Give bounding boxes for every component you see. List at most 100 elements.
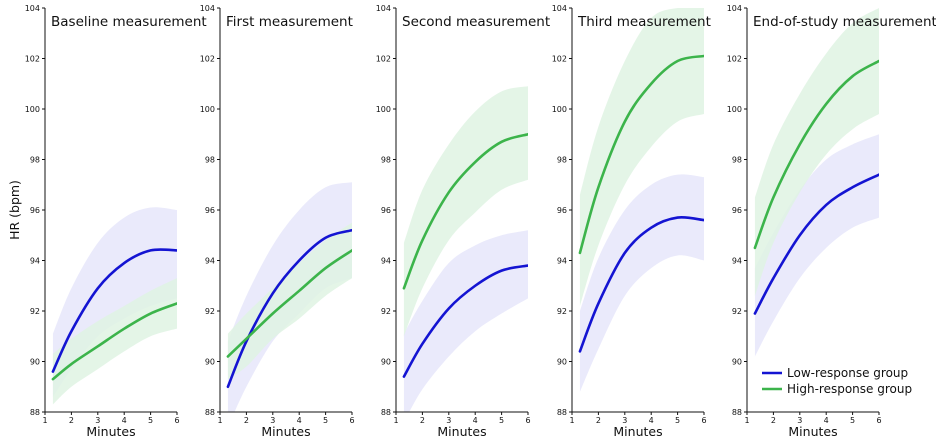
- x-tick-label: 3: [622, 416, 627, 425]
- x-tick-label: 4: [824, 416, 829, 425]
- series-line-high-response: [753, 59, 879, 250]
- x-tick-label: 2: [420, 416, 425, 425]
- confidence-band-high-response: [52, 278, 177, 405]
- x-axis-label: Minutes: [86, 424, 135, 439]
- y-tick-label: 100: [376, 105, 391, 114]
- y-tick-label: 100: [727, 105, 742, 114]
- x-tick-label: 4: [473, 416, 478, 425]
- series-line-high-response: [578, 54, 704, 255]
- panel-title: Baseline measurement: [51, 14, 207, 30]
- x-tick-label: 4: [297, 416, 302, 425]
- y-tick-label: 88: [205, 408, 215, 417]
- series-line-high-response: [402, 132, 528, 290]
- y-tick-label: 98: [381, 156, 391, 165]
- series-line-low-response: [51, 248, 177, 373]
- x-tick-label: 6: [701, 416, 706, 425]
- panel-3: 88 90 92 94 96 98 100 102 104 1 2 3 4 5 6 Second measur…: [376, 4, 550, 439]
- y-tick-label: 100: [552, 105, 567, 114]
- confidence-band-low-response: [579, 174, 704, 392]
- x-tick-label: 3: [95, 416, 100, 425]
- confidence-band-high-response: [579, 8, 704, 306]
- y-tick-label: 102: [25, 55, 40, 64]
- x-tick-label: 1: [393, 416, 398, 425]
- confidence-band-high-response: [227, 222, 352, 380]
- y-tick-label: 96: [205, 206, 215, 215]
- y-tick-label: 104: [727, 4, 742, 13]
- x-tick-label: 5: [148, 416, 153, 425]
- panel-2: 88 90 92 94 96 98 100 102 104 1 2 3 4 5 6 First measure…: [200, 4, 355, 439]
- y-tick-label: 104: [552, 4, 567, 13]
- confidence-band-high-response: [403, 86, 528, 337]
- panel-title: Third measurement: [577, 14, 711, 30]
- x-tick-label: 5: [323, 416, 328, 425]
- x-tick-label: 6: [174, 416, 179, 425]
- series-line-high-response: [51, 302, 177, 381]
- x-tick-label: 2: [596, 416, 601, 425]
- y-tick-label: 96: [557, 206, 567, 215]
- y-tick-label: 94: [557, 257, 567, 266]
- y-tick-label: 104: [376, 4, 391, 13]
- x-axis-label: Minutes: [788, 424, 837, 439]
- y-tick-label: 102: [727, 55, 742, 64]
- x-tick-label: 6: [349, 416, 354, 425]
- panel-5: 88 90 92 94 96 98 100 102 104 1 2 3 4 5 6 End-of-study …: [727, 4, 936, 439]
- x-tick-label: 4: [649, 416, 654, 425]
- x-tick-label: 3: [446, 416, 451, 425]
- x-tick-label: 5: [850, 416, 855, 425]
- y-tick-label: 92: [205, 307, 215, 316]
- x-axis-label: Minutes: [613, 424, 662, 439]
- y-tick-label: 94: [381, 257, 391, 266]
- x-tick-label: 5: [675, 416, 680, 425]
- y-tick-label: 90: [732, 358, 742, 367]
- y-tick-label: 88: [732, 408, 742, 417]
- panel-title: Second measurement: [402, 14, 550, 30]
- series-line-low-response: [578, 215, 704, 353]
- legend: Low-response group High-response group: [762, 366, 912, 396]
- y-tick-label: 90: [557, 358, 567, 367]
- panel-title: First measurement: [226, 14, 353, 30]
- x-tick-label: 1: [569, 416, 574, 425]
- y-tick-label: 96: [732, 206, 742, 215]
- y-tick-label: 88: [381, 408, 391, 417]
- y-tick-label: 94: [205, 257, 215, 266]
- x-tick-label: 3: [270, 416, 275, 425]
- legend-label: Low-response group: [787, 366, 908, 380]
- x-tick-label: 2: [69, 416, 74, 425]
- x-tick-label: 1: [42, 416, 47, 425]
- x-axis-label: Minutes: [261, 424, 310, 439]
- series-line-low-response: [753, 173, 879, 315]
- series-line-low-response: [226, 228, 352, 389]
- panel-1: 88 90 92 94 96 98 100 102 104 1 2 3 4 5 6 Baseline meas…: [25, 4, 207, 439]
- x-tick-label: 3: [797, 416, 802, 425]
- x-tick-label: 2: [771, 416, 776, 425]
- y-tick-label: 104: [200, 4, 215, 13]
- y-tick-label: 100: [200, 105, 215, 114]
- y-axis-label: HR (bpm): [7, 180, 22, 240]
- x-tick-label: 6: [525, 416, 530, 425]
- y-tick-label: 100: [25, 105, 40, 114]
- y-tick-label: 94: [732, 257, 742, 266]
- y-tick-label: 90: [381, 358, 391, 367]
- x-tick-label: 1: [217, 416, 222, 425]
- panel-title: End-of-study measurement: [753, 14, 936, 30]
- y-tick-label: 92: [30, 307, 40, 316]
- series-line-high-response: [226, 249, 352, 358]
- x-tick-label: 6: [876, 416, 881, 425]
- y-tick-label: 90: [205, 358, 215, 367]
- y-tick-label: 88: [30, 408, 40, 417]
- y-tick-label: 98: [732, 156, 742, 165]
- y-tick-label: 90: [30, 358, 40, 367]
- legend-label: High-response group: [787, 382, 912, 396]
- y-tick-label: 102: [552, 55, 567, 64]
- y-tick-label: 102: [376, 55, 391, 64]
- y-tick-label: 104: [25, 4, 40, 13]
- y-tick-label: 98: [205, 156, 215, 165]
- panel-4: 88 90 92 94 96 98 100 102 104 1 2 3 4 5 6 Third measure…: [552, 4, 711, 439]
- y-tick-label: 92: [557, 307, 567, 316]
- y-tick-label: 94: [30, 257, 40, 266]
- x-axis-label: Minutes: [437, 424, 486, 439]
- x-tick-label: 2: [244, 416, 249, 425]
- y-tick-label: 102: [200, 55, 215, 64]
